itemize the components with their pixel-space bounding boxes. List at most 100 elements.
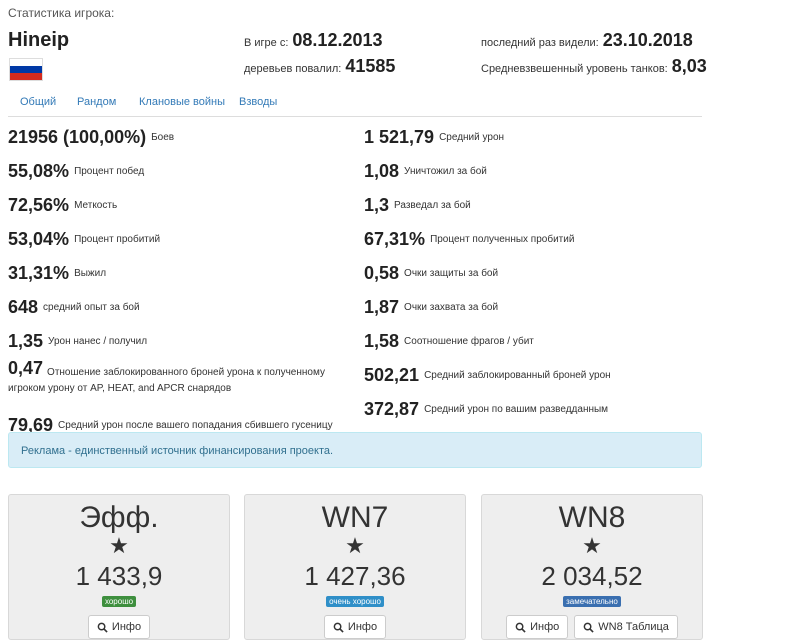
info-button-label: Инфо [530, 621, 560, 633]
player-name: Hineip [8, 29, 70, 51]
tab-general[interactable]: Общий [20, 96, 57, 108]
rating-badge: очень хорошо [326, 596, 384, 607]
stat-value: 21956 (100,00%) [8, 126, 147, 147]
rating-card-wn8: WN8 ★ 2 034,52 замечательно Инфо WN8 Таб… [481, 494, 703, 640]
stat-spotting-damage: 372,87 Средний урон по вашим разведданным [364, 392, 709, 426]
stat-value: 502,21 [364, 364, 420, 385]
avg-tier-label: Средневзвешенный уровень танков: [481, 63, 668, 75]
page-caption: Статистика игрока: [8, 6, 115, 20]
search-icon [333, 622, 344, 633]
stat-spotted-per-battle: 1,3 Разведал за бой [364, 188, 709, 222]
stat-label: Уничтожил за бой [404, 165, 487, 177]
stat-avg-damage: 1 521,79 Средний урон [364, 120, 709, 154]
stat-label: Урон нанес / получил [48, 335, 148, 347]
stat-avg-blocked-damage: 502,21 Средний заблокированный броней уро… [364, 358, 709, 392]
stat-label: средний опыт за бой [43, 301, 140, 313]
search-icon [515, 622, 526, 633]
rating-value: 1 433,9 [75, 561, 163, 591]
info-button-label: Инфо [347, 621, 378, 633]
last-seen-label: последний раз видели: [481, 37, 599, 49]
rating-badge: хорошо [101, 596, 137, 607]
stat-kill-death-ratio: 1,58 Соотношение фрагов / убит [364, 324, 709, 358]
ad-notice: Реклама - единственный источник финансир… [8, 432, 702, 468]
stat-accuracy: 72,56% Меткость [8, 188, 353, 222]
rating-title: WN8 [558, 501, 626, 534]
stat-value: 55,08% [8, 160, 70, 181]
stats-left-column: 21956 (100,00%) Боев 55,08% Процент побед … [8, 120, 353, 442]
stat-kills-per-battle: 1,08 Уничтожил за бой [364, 154, 709, 188]
stats-right-column: 1 521,79 Средний урон 1,08 Уничтожил за бо… [364, 120, 709, 426]
info-button[interactable]: Инфо [323, 615, 387, 639]
stat-label: Выжил [74, 267, 107, 279]
rating-badge: замечательно [563, 596, 621, 607]
stat-value: 1,3 [364, 194, 390, 215]
stats-tabs: Общий Рандом Клановые войны Взводы [8, 92, 702, 117]
stat-value: 372,87 [364, 398, 420, 419]
stat-blocked-ratio: 0,47 Отношение заблокированного броней ур… [8, 358, 353, 408]
stat-value: 1 521,79 [364, 126, 435, 147]
rating-card-wn7: WN7 ★ 1 427,36 очень хорошо Инфо [244, 494, 466, 640]
since-label: В игре с: [244, 37, 289, 49]
rating-card-efficiency: Эфф. ★ 1 433,9 хорошо Инфо [8, 494, 230, 640]
stat-value: 53,04% [8, 228, 70, 249]
last-seen-info: последний раз видели: 23.10.2018 [481, 30, 693, 51]
stat-value: 1,35 [8, 330, 44, 351]
rating-value: 2 034,52 [541, 561, 643, 591]
stat-label: Боев [151, 131, 175, 143]
avg-tier-info: Средневзвешенный уровень танков: 8,03 [481, 56, 707, 77]
flag-stripe-blue [10, 66, 42, 73]
since-value: 08.12.2013 [292, 30, 383, 50]
rating-value: 1 427,36 [304, 561, 406, 591]
stat-label: Средний заблокированный броней урон [424, 369, 611, 381]
stat-value: 0,58 [364, 262, 400, 283]
trees-info: деревьев повалил: 41585 [244, 56, 395, 77]
stat-track-assist-damage: 79,69 Средний урон после вашего попадания… [8, 408, 353, 442]
stat-value: 648 [8, 296, 39, 317]
trees-value: 41585 [345, 56, 396, 76]
flag-stripe-white [10, 59, 42, 66]
stat-label: Средний урон после вашего попадания сбив… [58, 419, 333, 431]
tab-clan-wars[interactable]: Клановые войны [139, 96, 226, 108]
stat-label: Средний урон [439, 131, 505, 143]
stat-penetration-rate: 53,04% Процент пробитий [8, 222, 353, 256]
info-button[interactable]: Инфо [87, 615, 151, 639]
info-button-label: Инфо [111, 621, 142, 633]
stat-label: Процент пробитий [74, 233, 161, 245]
stat-label: Средний урон по вашим разведданным [424, 403, 609, 415]
tab-random[interactable]: Рандом [77, 96, 117, 108]
stat-label: Очки защиты за бой [404, 267, 499, 279]
stat-survived: 31,31% Выжил [8, 256, 353, 290]
stat-win-rate: 55,08% Процент побед [8, 154, 353, 188]
stat-value: 31,31% [8, 262, 70, 283]
trees-label: деревьев повалил: [244, 63, 342, 75]
stat-value: 1,08 [364, 160, 400, 181]
star-icon: ★ [345, 533, 365, 558]
star-icon: ★ [109, 533, 129, 558]
last-seen-value: 23.10.2018 [602, 30, 693, 50]
stat-avg-xp: 648 средний опыт за бой [8, 290, 353, 324]
stat-label: Процент побед [74, 165, 145, 177]
wn8-table-button[interactable]: WN8 Таблица [574, 615, 678, 639]
stat-value: 79,69 [8, 414, 54, 435]
tab-platoons[interactable]: Взводы [239, 96, 278, 108]
stat-battles: 21956 (100,00%) Боев [8, 120, 353, 154]
search-icon [583, 622, 594, 633]
flag-stripe-red [10, 73, 42, 80]
stat-value: 72,56% [8, 194, 70, 215]
stat-damage-ratio: 1,35 Урон нанес / получил [8, 324, 353, 358]
star-icon: ★ [582, 533, 602, 558]
stat-capture-points: 1,87 Очки захвата за бой [364, 290, 709, 324]
stat-label: Процент полученных пробитий [430, 233, 575, 245]
stat-defense-points: 0,58 Очки защиты за бой [364, 256, 709, 290]
stat-value: 1,87 [364, 296, 400, 317]
stat-label: Разведал за бой [394, 199, 471, 211]
stat-received-penetrations: 67,31% Процент полученных пробитий [364, 222, 709, 256]
rating-title: Эфф. [79, 501, 159, 534]
rating-title: WN7 [321, 501, 389, 534]
stat-value: 67,31% [364, 228, 426, 249]
info-button[interactable]: Инфо [506, 615, 569, 639]
avg-tier-value: 8,03 [671, 56, 707, 76]
stat-value: 0,47 [8, 358, 44, 378]
stat-value: 1,58 [364, 330, 400, 351]
stat-label: Соотношение фрагов / убит [404, 335, 534, 347]
